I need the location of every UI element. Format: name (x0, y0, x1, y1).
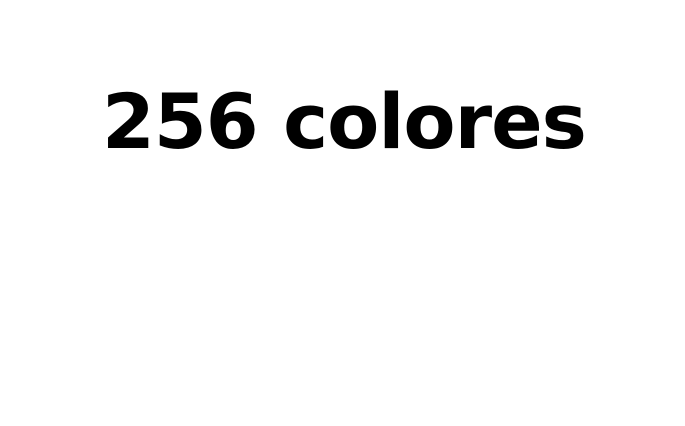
headline-text: 256 colores (102, 77, 587, 166)
